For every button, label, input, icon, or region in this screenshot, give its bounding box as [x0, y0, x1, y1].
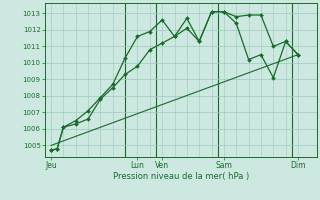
X-axis label: Pression niveau de la mer( hPa ): Pression niveau de la mer( hPa ): [113, 172, 249, 181]
